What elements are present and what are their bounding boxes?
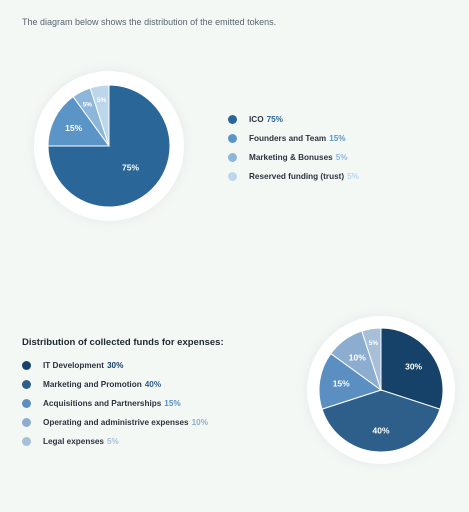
legend2-label-operating-and-administrive-expenses: Operating and administrive expenses <box>43 418 189 427</box>
intro-text: The diagram below shows the distribution… <box>22 17 277 27</box>
legend2-pct-acquisitions-and-partnerships: 15% <box>164 399 181 408</box>
legend1-dot-reserved-funding-trust <box>228 172 237 181</box>
pie1-slice-founders-and-team <box>47 95 110 147</box>
legend2-label-marketing-and-promotion: Marketing and Promotion <box>43 380 142 389</box>
pie2-label-legal-expenses: 5% <box>369 340 379 347</box>
legend2-item-operating-and-administrive-expenses: Operating and administrive expenses 10% <box>22 413 208 432</box>
pie1-label-ico: 75% <box>122 163 139 173</box>
pie2-label-marketing-and-promotion: 40% <box>372 425 389 435</box>
pie2-slice-it-development <box>380 327 444 410</box>
pie2-slice-marketing-and-promotion <box>321 389 441 453</box>
legend1-label-ico: ICO <box>249 115 264 124</box>
expenses-pie: 30% 40% 15% 10% 5% <box>307 316 455 464</box>
pie1-label-marketing-bonuses: 5% <box>83 102 93 109</box>
legend2-label-it-development: IT Development <box>43 361 104 370</box>
legend2-pct-it-development: 30% <box>106 361 124 370</box>
legend1-label-founders-and-team: Founders and Team <box>249 134 327 143</box>
pie1-label-founders-and-team: 15% <box>65 123 82 133</box>
pie2-slice-legal-expenses <box>361 327 382 391</box>
legend2-dot-marketing-and-promotion <box>22 380 31 389</box>
pie1-slice-reserved-funding-trust <box>89 84 110 147</box>
legend2-dot-it-development <box>22 361 31 370</box>
token-distribution-pie: 75% 15% 5% 5% <box>34 71 184 221</box>
legend2-pct-marketing-and-promotion: 40% <box>144 380 162 389</box>
legend1-pct-founders-and-team: 15% <box>329 134 346 143</box>
expenses-legend: IT Development 30% Marketing and Promotion… <box>22 356 208 451</box>
legend2-label-acquisitions-and-partnerships: Acquisitions and Partnerships <box>43 399 162 408</box>
legend2-item-it-development: IT Development 30% <box>22 356 208 375</box>
legend1-pct-ico: 75% <box>266 115 283 124</box>
legend1-pct-reserved-funding-trust: 5% <box>347 172 359 181</box>
legend2-dot-acquisitions-and-partnerships <box>22 399 31 408</box>
pie2-label-acquisitions-and-partnerships: 15% <box>333 379 350 389</box>
legend1-item-reserved-funding-trust: Reserved funding (trust) 5% <box>228 167 359 186</box>
pie2-slice-acquisitions-and-partnerships <box>318 352 383 410</box>
legend2-item-legal-expenses: Legal expenses 5% <box>22 432 208 451</box>
legend1-dot-founders-and-team <box>228 134 237 143</box>
legend1-pct-marketing-bonuses: 5% <box>335 153 348 162</box>
legend2-pct-operating-and-administrive-expenses: 10% <box>191 418 208 427</box>
pie2-label-it-development: 30% <box>405 361 422 371</box>
legend1-item-founders-and-team: Founders and Team 15% <box>228 129 359 148</box>
expenses-title: Distribution of collected funds for expe… <box>22 337 224 348</box>
pie1-label-reserved-funding-trust: 5% <box>97 97 107 104</box>
legend1-label-reserved-funding-trust: Reserved funding (trust) <box>249 172 345 181</box>
legend2-dot-legal-expenses <box>22 437 31 446</box>
legend2-dot-operating-and-administrive-expenses <box>22 418 31 427</box>
legend2-pct-legal-expenses: 5% <box>106 437 119 446</box>
legend2-item-marketing-and-promotion: Marketing and Promotion 40% <box>22 375 208 394</box>
legend1-dot-marketing-bonuses <box>228 153 237 162</box>
legend1-item-marketing-bonuses: Marketing & Bonuses 5% <box>228 148 359 167</box>
legend2-label-legal-expenses: Legal expenses <box>43 437 104 446</box>
legend1-item-ico: ICO 75% <box>228 110 359 129</box>
token-distribution-legend: ICO 75% Founders and Team 15% Marketing & Bo… <box>228 110 359 186</box>
pie2-label-operating-and-administrive-expenses: 10% <box>349 352 366 362</box>
legend2-item-acquisitions-and-partnerships: Acquisitions and Partnerships 15% <box>22 394 208 413</box>
legend1-dot-ico <box>228 115 237 124</box>
legend1-label-marketing-bonuses: Marketing & Bonuses <box>249 153 333 162</box>
